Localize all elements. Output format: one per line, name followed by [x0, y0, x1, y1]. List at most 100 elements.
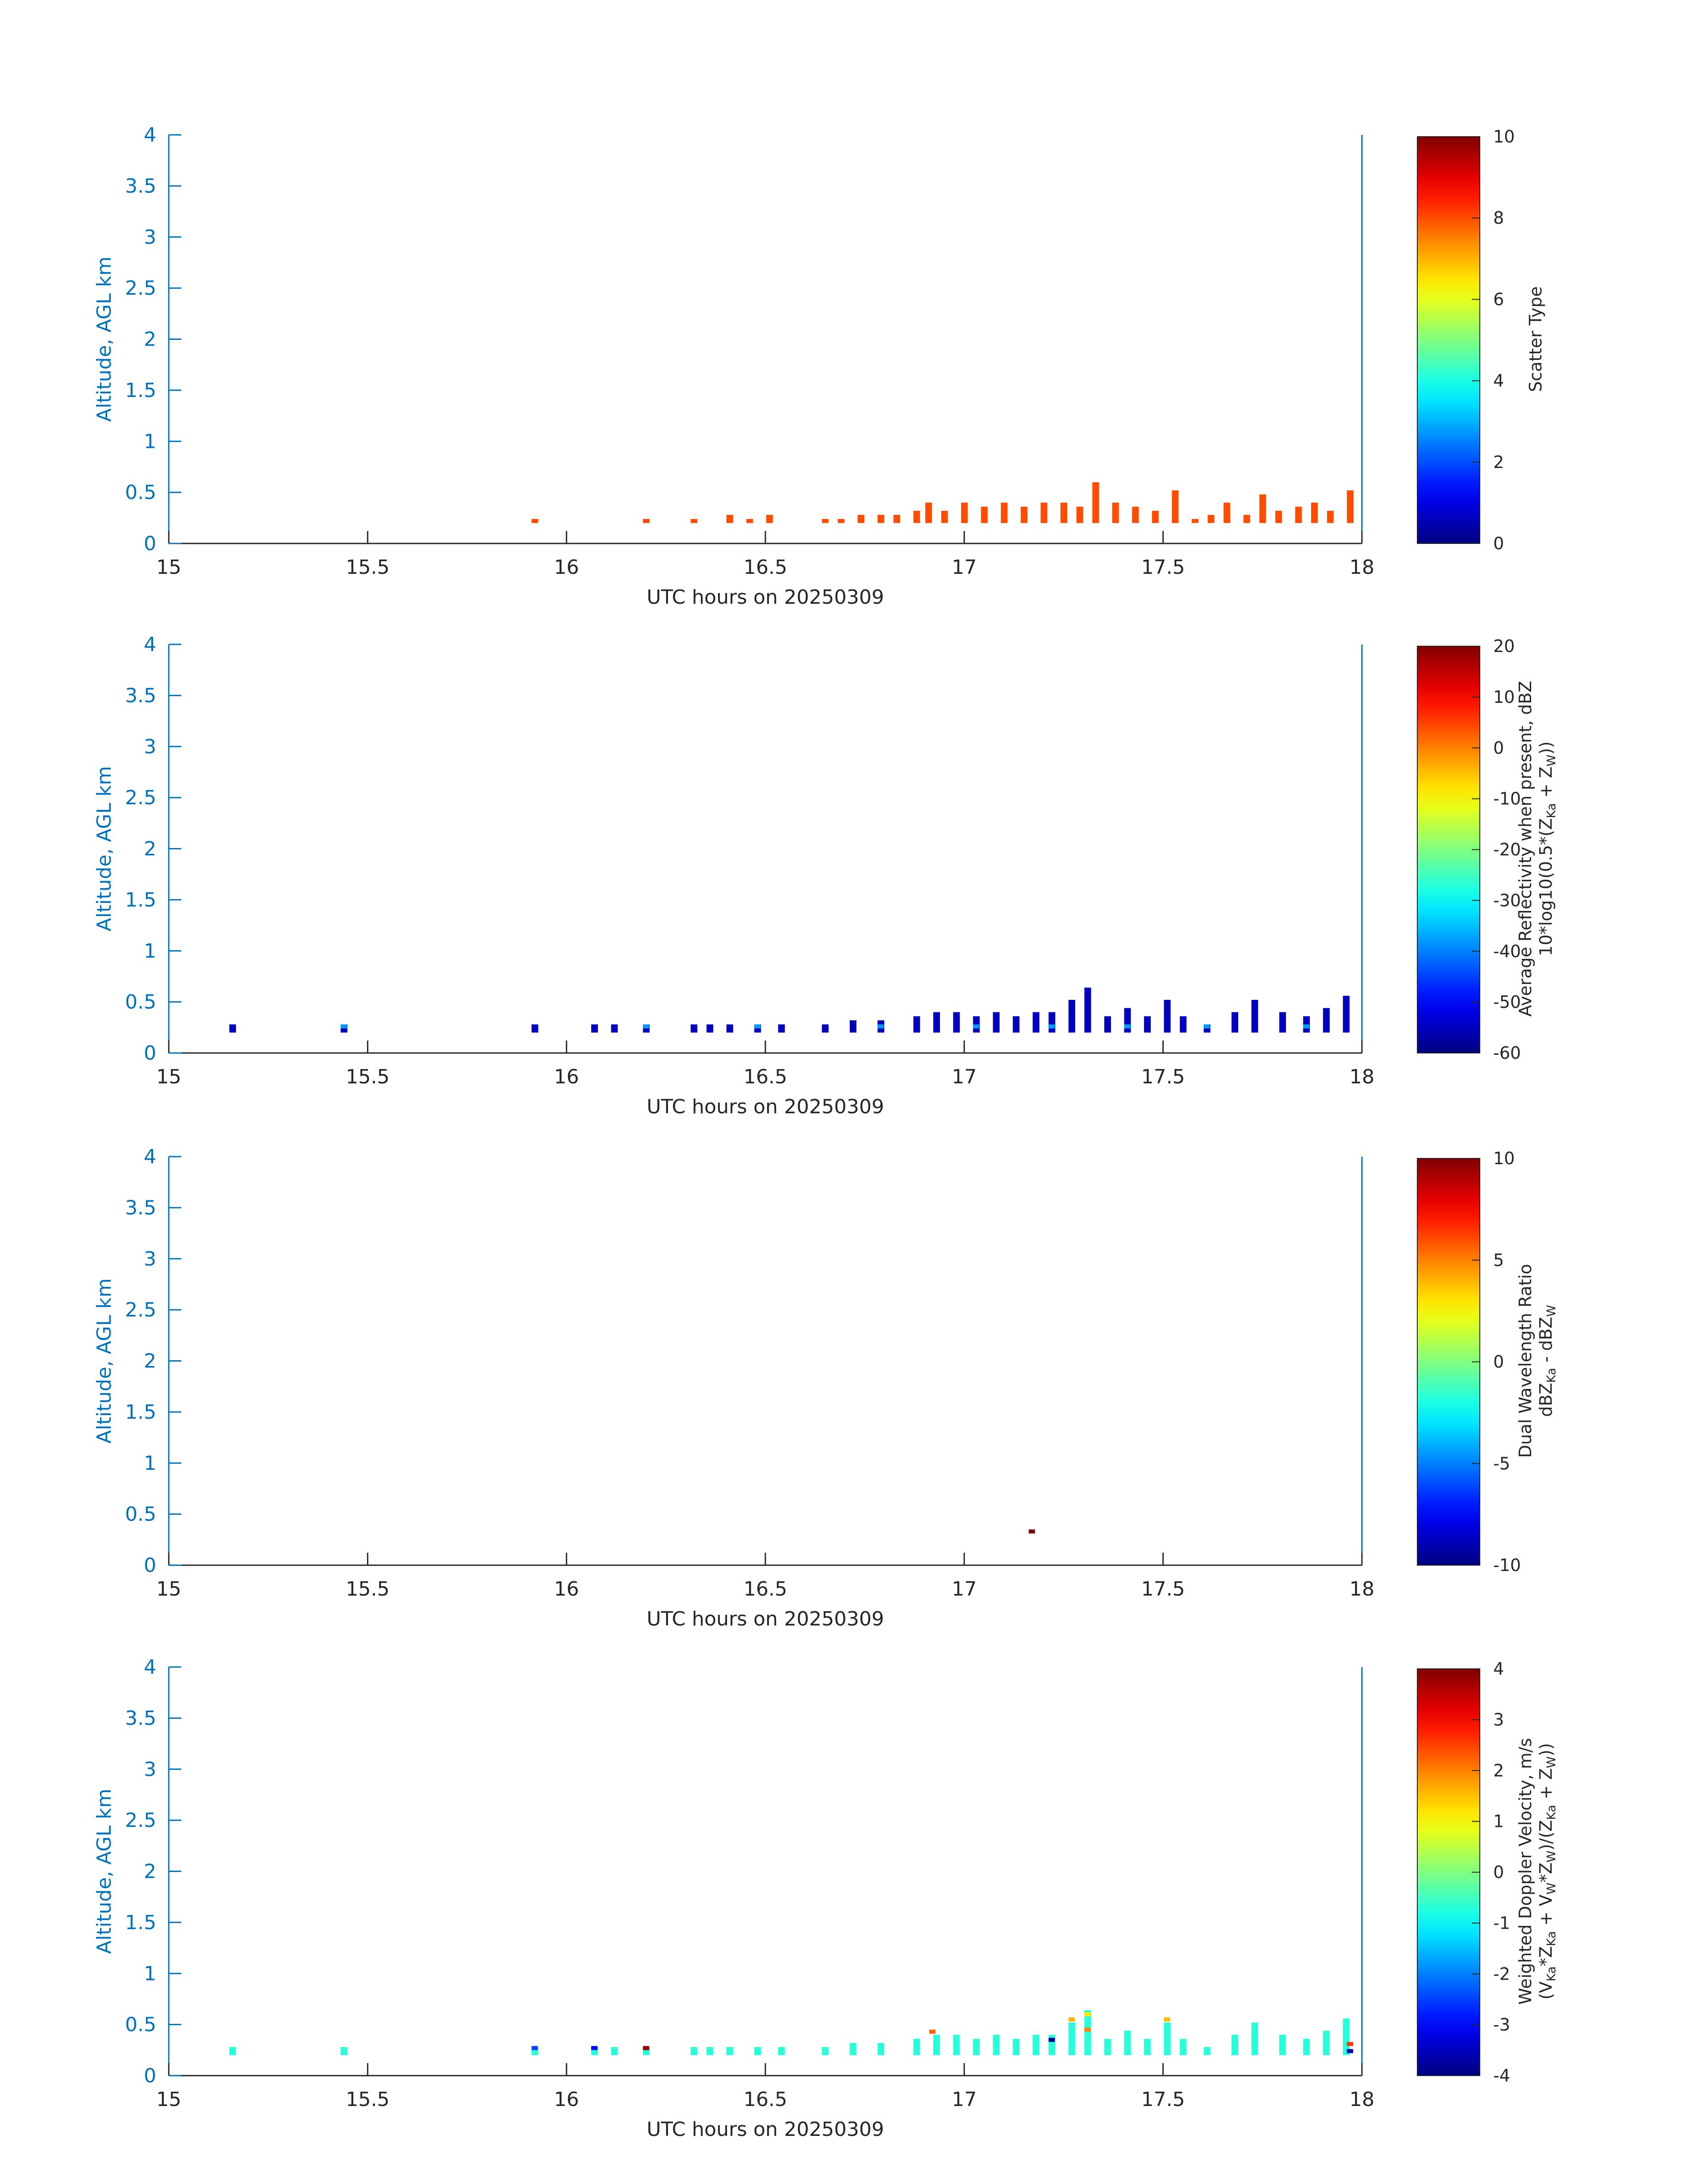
data-column [877, 2043, 885, 2056]
data-column [941, 510, 948, 523]
y-tick-label: 4 [144, 124, 156, 146]
data-column [1164, 1000, 1171, 1033]
highlight-cell [1303, 1024, 1310, 1029]
colorbar-label-part: Weighted Doppler Velocity, m/s [1516, 1738, 1535, 2005]
data-column [778, 1024, 785, 1033]
data-column [229, 1024, 236, 1033]
colorbar-tick-label: -4 [1493, 2066, 1510, 2085]
y-tick-label: 1.5 [125, 1911, 156, 1934]
highlight-cell [643, 1024, 649, 1029]
data-cells [229, 2010, 1353, 2056]
x-tick-label: 16 [554, 556, 579, 579]
data-column [1207, 514, 1215, 523]
data-column [1164, 2022, 1171, 2056]
colorbar-tick-label: 0 [1493, 1863, 1504, 1882]
y-tick-label: 1 [144, 1452, 156, 1475]
y-tick-label: 0 [144, 1042, 156, 1065]
colorbar-tick-label: 10 [1493, 687, 1515, 707]
data-column [1231, 2035, 1238, 2056]
data-column [1112, 502, 1119, 523]
y-tick-label: 2.5 [125, 1809, 156, 1832]
colorbar: -4 -3 -2 -1 0 1 2 3 4 Weighted Doppler Velocity, … [1417, 1659, 1558, 2085]
data-column [893, 514, 900, 523]
colorbar-tick-label: -40 [1493, 941, 1521, 961]
data-column [1104, 2039, 1111, 2056]
data-column [981, 506, 988, 523]
highlight-cell [1124, 1024, 1131, 1029]
data-column [1243, 514, 1250, 523]
data-column [1323, 2031, 1330, 2056]
data-column [1144, 2039, 1151, 2056]
x-tick-label: 17.5 [1141, 1066, 1185, 1088]
data-column [706, 2047, 714, 2056]
x-tick-label: 15.5 [346, 1578, 389, 1600]
highlight-cell [1048, 1024, 1055, 1029]
colorbar-label-part: *Z [1536, 1863, 1556, 1883]
data-cell [1347, 2049, 1353, 2053]
y-tick-label: 2 [144, 1350, 156, 1373]
data-column [933, 1012, 940, 1033]
x-tick-label: 15 [156, 1578, 181, 1600]
x-tick-label: 18 [1349, 556, 1374, 579]
data-column [1084, 987, 1091, 1033]
data-column [1343, 995, 1350, 1033]
colorbar-tick-label: 0 [1493, 534, 1504, 553]
colorbar-label-part: + Z [1536, 1768, 1556, 1805]
data-column [1020, 506, 1027, 523]
data-column [1132, 506, 1139, 523]
y-tick-label: 0 [144, 1554, 156, 1577]
x-tick-label: 15 [156, 556, 181, 579]
data-column [1061, 502, 1067, 523]
y-tick-label: 0 [144, 532, 156, 555]
data-cell [1164, 2017, 1170, 2022]
y-tick-label: 2 [144, 838, 156, 861]
colorbar-label-subscript: Ka [1545, 1805, 1558, 1820]
x-tick-label: 15.5 [346, 556, 389, 579]
colorbar-label-line: Weighted Doppler Velocity, m/s [1516, 1738, 1535, 2005]
data-column [1203, 2047, 1211, 2056]
data-column [643, 519, 650, 523]
y-tick-label: 1.5 [125, 1401, 156, 1424]
data-column [1327, 510, 1334, 523]
data-column [591, 1024, 598, 1033]
data-column [229, 2047, 236, 2056]
colorbar-tick-label: 0 [1493, 1352, 1504, 1372]
colorbar-tick-label: -20 [1493, 840, 1521, 860]
x-tick-label: 17 [952, 1066, 977, 1088]
data-column [1295, 506, 1302, 523]
colorbar-tick-label: -60 [1493, 1043, 1521, 1063]
y-tick-label: 0.5 [125, 2014, 156, 2036]
y-tick-label: 1.5 [125, 379, 156, 402]
data-column [1347, 490, 1354, 523]
y-tick-label: 1 [144, 430, 156, 453]
x-axis-label: UTC hours on 20250309 [647, 1608, 884, 1630]
x-tick-label: 15.5 [346, 1066, 389, 1088]
data-column [838, 519, 845, 523]
data-column [961, 502, 968, 523]
x-tick-label: 15 [156, 1066, 181, 1088]
colorbar-label-part: Dual Wavelength Ratio [1516, 1264, 1535, 1458]
data-column [849, 2043, 856, 2056]
data-column [877, 514, 885, 523]
data-column [913, 2039, 920, 2056]
panel-weighted-doppler-velocity: 0 0.5 1 1.5 2 2.5 3 3.5 4 15 15.5 16 16.5 17 17.5 18 UTC… [93, 1656, 1558, 2141]
data-column [925, 502, 932, 523]
colorbar-tick-label: -3 [1493, 2015, 1510, 2035]
data-column [1251, 1000, 1258, 1033]
data-column [1311, 502, 1318, 523]
highlight-cell [754, 1024, 761, 1029]
x-tick-label: 18 [1349, 1066, 1374, 1088]
colorbar-label-part: (V [1536, 1981, 1556, 2000]
data-column [993, 1012, 1000, 1033]
data-column [1259, 494, 1266, 523]
panel-dual-wavelength-ratio: 0 0.5 1 1.5 2 2.5 3 3.5 4 15 15.5 16 16.5 17 17.5 18 UTC… [93, 1145, 1558, 1630]
data-column [1068, 2022, 1075, 2056]
colorbar-gradient [1417, 646, 1480, 1053]
y-tick-label: 1 [144, 940, 156, 962]
x-tick-label: 18 [1349, 1578, 1374, 1600]
data-column [611, 2047, 618, 2056]
x-tick-label: 17 [952, 1578, 977, 1600]
x-tick-label: 17 [952, 556, 977, 579]
data-cell [1028, 1529, 1035, 1534]
